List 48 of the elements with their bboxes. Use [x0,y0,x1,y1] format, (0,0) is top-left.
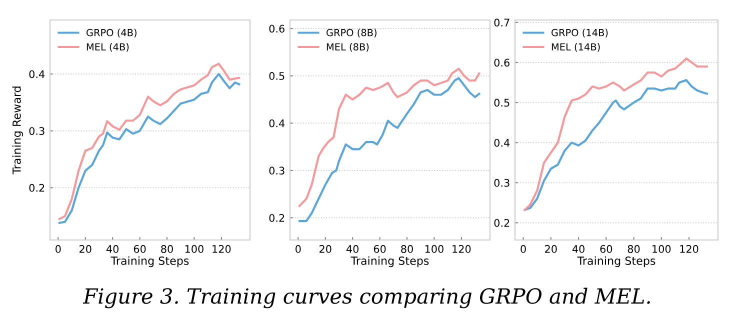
y-tick-label: 0.7 [494,18,510,27]
line-series [298,77,480,222]
y-axis-title: Training Reward [12,86,24,174]
x-tick-label: 120 [452,245,471,253]
x-tick-label: 100 [185,245,204,253]
y-tick-label: 0.3 [494,178,510,187]
x-tick-label: 120 [212,245,231,253]
y-tick-label: 0.5 [269,72,284,80]
y-tick-label: 0.4 [494,138,510,147]
y-tick-label: 0.3 [29,127,44,135]
y-tick-label: 0.2 [494,218,510,227]
x-axis-title: Training Steps [577,256,656,268]
y-tick-label: 0.4 [269,119,285,128]
x-tick-label: 80 [628,245,640,253]
x-tick-label: 120 [680,245,698,253]
y-tick-label: 0.6 [269,24,284,33]
x-tick-label: 0 [296,245,301,253]
y-tick-label: 0.5 [494,98,510,107]
x-tick-label: 100 [652,245,671,253]
y-tick-label: 0.2 [269,214,284,222]
x-tick-label: 80 [401,245,413,253]
x-tick-label: 20 [545,245,557,253]
x-tick-label: 80 [161,245,173,253]
x-axis-title: Training Steps [110,256,189,268]
legend-label: GRPO (8B) [326,28,376,38]
line-series [298,68,480,207]
legend-label: MEL (14B) [552,43,600,52]
caption: Figure 3. Training curves comparing GRPO and MEL. [82,288,650,308]
x-tick-label: 40 [346,245,359,253]
y-tick-label: 0.2 [29,184,44,192]
x-tick-label: 60 [134,245,146,253]
x-tick-label: 60 [374,245,386,253]
legend-label: MEL (8B) [326,43,369,52]
y-tick-label: 0.4 [29,70,45,78]
x-tick-label: 20 [80,245,92,253]
x-axis-title: Training Steps [350,256,429,268]
legend-label: GRPO (4B) [86,28,136,38]
x-tick-label: 100 [425,245,444,253]
x-tick-label: 40 [106,245,119,253]
y-tick-label: 0.3 [269,166,284,175]
x-tick-label: 20 [320,245,332,253]
legend-label: GRPO (14B) [552,28,608,38]
x-tick-label: 0 [56,245,61,253]
x-tick-label: 60 [600,245,612,253]
x-tick-label: 40 [572,245,584,253]
y-tick-label: 0.6 [494,58,510,67]
legend-label: MEL (4B) [86,43,129,52]
x-tick-label: 0 [520,245,526,253]
